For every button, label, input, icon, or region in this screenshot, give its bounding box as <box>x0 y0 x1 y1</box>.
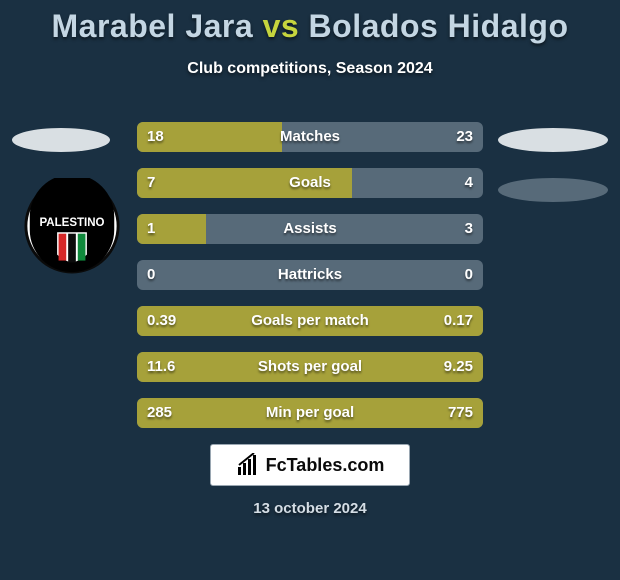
player1-name: Marabel Jara <box>52 8 254 44</box>
stat-label: Shots per goal <box>137 352 483 382</box>
player2-name: Bolados Hidalgo <box>309 8 569 44</box>
stats-comparison: 1823Matches 74Goals 13Assists 00Hattricks 0.… <box>137 122 483 444</box>
badge-svg: PALESTINO <box>24 178 120 274</box>
comparison-infographic: Marabel Jara vs Bolados Hidalgo Club com… <box>0 0 620 580</box>
stat-row: 13Assists <box>137 214 483 244</box>
brand-text: FcTables.com <box>266 455 385 476</box>
subtitle: Club competitions, Season 2024 <box>0 60 620 78</box>
stat-row: 285775Min per goal <box>137 398 483 428</box>
stat-row: 00Hattricks <box>137 260 483 290</box>
page-title: Marabel Jara vs Bolados Hidalgo <box>0 8 620 45</box>
stat-row: 11.69.25Shots per goal <box>137 352 483 382</box>
stat-label: Goals per match <box>137 306 483 336</box>
fctables-brand: FcTables.com <box>210 444 410 486</box>
stat-label: Goals <box>137 168 483 198</box>
decorative-ellipse <box>498 128 608 152</box>
stat-row: 1823Matches <box>137 122 483 152</box>
decorative-ellipse <box>12 128 110 152</box>
decorative-ellipse <box>498 178 608 202</box>
chart-icon <box>236 453 260 477</box>
vs-separator: vs <box>263 8 300 44</box>
stat-label: Min per goal <box>137 398 483 428</box>
stat-row: 0.390.17Goals per match <box>137 306 483 336</box>
footer-date: 13 october 2024 <box>0 500 620 517</box>
stat-label: Assists <box>137 214 483 244</box>
svg-text:PALESTINO: PALESTINO <box>39 217 104 229</box>
stat-label: Matches <box>137 122 483 152</box>
stat-label: Hattricks <box>137 260 483 290</box>
club-badge-palestino: PALESTINO <box>24 178 120 274</box>
stat-row: 74Goals <box>137 168 483 198</box>
